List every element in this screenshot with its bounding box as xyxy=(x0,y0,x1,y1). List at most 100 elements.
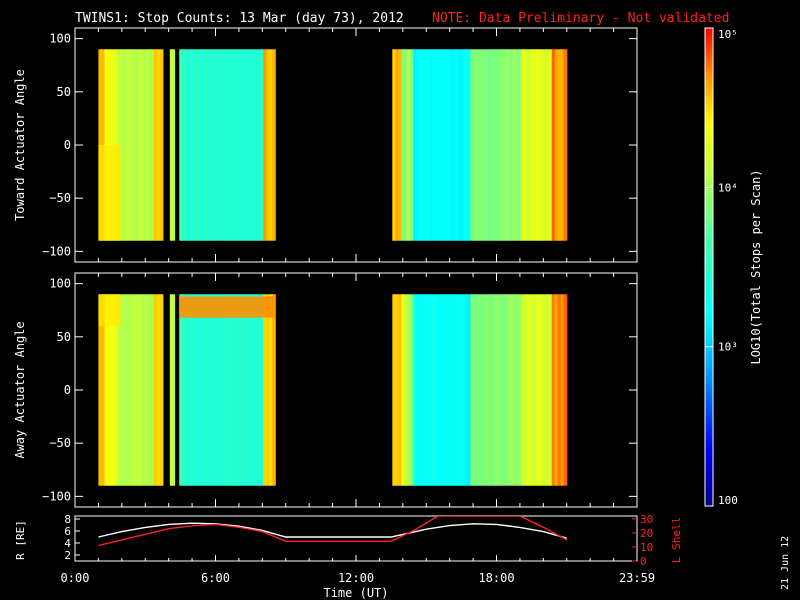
heatmap-column xyxy=(144,49,149,241)
heatmap-column xyxy=(392,294,396,486)
heatmap-column xyxy=(425,294,429,486)
heatmap-column xyxy=(440,49,445,241)
ytick-label: 50 xyxy=(57,330,71,344)
heatmap-column xyxy=(545,294,550,486)
heatmap-column xyxy=(479,49,484,241)
heatmap-column xyxy=(557,294,562,486)
heatmap-column xyxy=(159,49,164,241)
date-stamp: 21 Jun 12 xyxy=(780,536,791,590)
r-tick-label: 8 xyxy=(64,513,71,526)
l-shell-tick-label: 30 xyxy=(640,513,653,526)
heatmap-column xyxy=(188,294,192,486)
heatmap-column xyxy=(449,49,454,241)
heatmap-column xyxy=(521,294,526,486)
heatmap-column xyxy=(266,294,270,486)
heatmap-column xyxy=(476,49,481,241)
heatmap-column xyxy=(101,49,106,241)
l-shell-series-line xyxy=(98,516,568,547)
heatmap-column xyxy=(239,49,243,241)
heatmap-column xyxy=(440,294,445,486)
colorbar-ticks: 100 10³ 10⁴ 10⁵ xyxy=(705,27,738,507)
heatmap-column xyxy=(179,49,183,241)
heatmap-column xyxy=(98,49,103,241)
heatmap-column xyxy=(560,49,565,241)
heatmap-column xyxy=(542,294,547,486)
heatmap-segment-0 xyxy=(98,49,164,241)
heatmap-column xyxy=(212,49,216,241)
heatmap-column xyxy=(141,49,146,241)
heatmap-column xyxy=(254,294,258,486)
ytick-label: 50 xyxy=(57,85,71,99)
heatmap-column xyxy=(132,49,136,241)
heatmap-column xyxy=(132,294,136,486)
heatmap-column xyxy=(467,49,472,241)
heatmap-column xyxy=(485,294,490,486)
heatmap-column xyxy=(413,294,417,486)
heatmap-column xyxy=(446,294,451,486)
heatmap-column xyxy=(98,294,103,486)
heatmap-column xyxy=(428,49,432,241)
heatmap-column xyxy=(224,294,228,486)
heatmap-column xyxy=(185,294,189,486)
heatmap-column xyxy=(533,49,538,241)
chart-title: TWINS1: Stop Counts: 13 Mar (day 73), 20… xyxy=(75,11,404,26)
heatmap-column xyxy=(150,294,155,486)
heatmap-column xyxy=(227,49,231,241)
heatmap-column xyxy=(518,294,523,486)
heatmap-column xyxy=(434,49,439,241)
heatmap-column xyxy=(497,294,502,486)
heatmap-column xyxy=(153,49,158,241)
heatmap-column xyxy=(536,49,541,241)
heatmap-column xyxy=(425,49,429,241)
heatmap-column xyxy=(503,294,508,486)
orbit-frame xyxy=(74,515,638,562)
heatmap-column xyxy=(431,49,436,241)
heatmap-segment-1 xyxy=(169,294,176,486)
heatmap-column xyxy=(452,49,457,241)
heatmap-column xyxy=(197,294,201,486)
heatmap-column xyxy=(413,49,417,241)
heatmap-column xyxy=(446,49,451,241)
heatmap-column xyxy=(269,294,273,486)
heatmap-column xyxy=(197,49,201,241)
heatmap-column xyxy=(230,294,234,486)
heatmap-column xyxy=(398,49,402,241)
colorbar-label: LOG10(Total Stops per Scan) xyxy=(749,169,763,364)
heatmap-column xyxy=(263,49,267,241)
heatmap-column xyxy=(107,49,112,241)
heatmap-column xyxy=(476,294,481,486)
heatmap-column xyxy=(233,294,237,486)
heatmap-column xyxy=(236,49,240,241)
heatmap-column xyxy=(560,294,565,486)
heatmap-column xyxy=(156,294,161,486)
heatmap-column xyxy=(209,49,213,241)
heatmap-column xyxy=(251,49,255,241)
heatmap-column xyxy=(209,294,213,486)
heatmap-column xyxy=(473,49,478,241)
heatmap-column xyxy=(395,49,399,241)
heatmap-column xyxy=(422,49,426,241)
heatmap-column xyxy=(221,49,225,241)
heatmap-column xyxy=(260,294,264,486)
heatmap-column xyxy=(200,294,204,486)
heatmap-column xyxy=(485,49,490,241)
r-tick-label: 4 xyxy=(64,537,71,550)
heatmap-column xyxy=(422,294,426,486)
heatmap-column xyxy=(509,49,514,241)
heatmap-column xyxy=(551,49,556,241)
heatmap-column xyxy=(488,294,493,486)
r-series-line xyxy=(98,522,567,539)
heatmap-column xyxy=(236,294,240,486)
ytick-label: −100 xyxy=(42,489,71,503)
heatmap-column xyxy=(138,49,142,241)
heatmap-column xyxy=(227,294,231,486)
heatmap-column xyxy=(464,49,469,241)
heatmap-column xyxy=(527,49,532,241)
heatmap-column xyxy=(188,49,192,241)
l-shell-tick-label: 0 xyxy=(640,555,647,568)
heatmap-column xyxy=(147,294,152,486)
heatmap-column xyxy=(548,49,553,241)
heatmap-column xyxy=(515,49,520,241)
heatmap-column xyxy=(554,294,559,486)
ytick-label: 0 xyxy=(64,383,71,397)
